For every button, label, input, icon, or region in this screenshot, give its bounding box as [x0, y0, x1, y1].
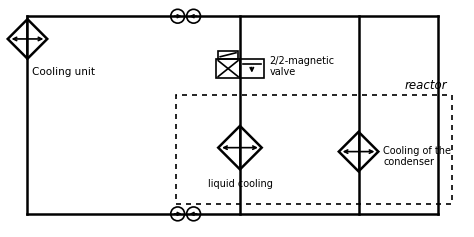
Bar — [216, 59, 240, 78]
Bar — [176, 95, 453, 204]
Text: reactor: reactor — [405, 79, 447, 92]
Text: liquid cooling: liquid cooling — [208, 179, 273, 189]
Text: Cooling unit: Cooling unit — [32, 67, 95, 77]
Text: 2/2-magnetic
valve: 2/2-magnetic valve — [270, 56, 335, 77]
Bar — [218, 51, 238, 59]
Text: Cooling of the
condenser: Cooling of the condenser — [383, 146, 451, 167]
Bar — [240, 59, 264, 78]
